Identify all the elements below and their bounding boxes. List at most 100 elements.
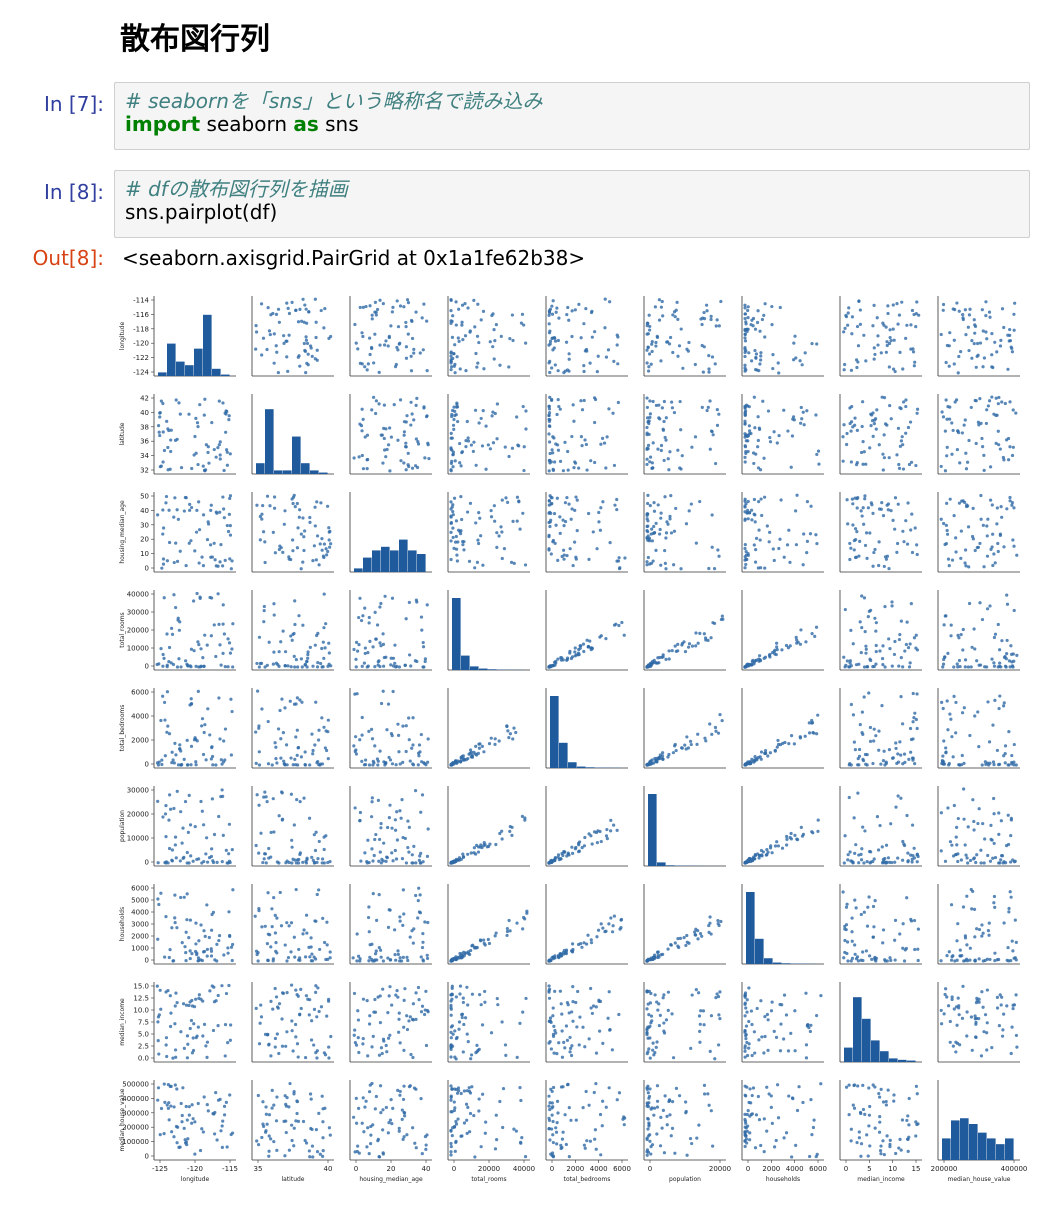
scatter-point — [968, 946, 972, 950]
scatter-point — [853, 952, 857, 956]
scatter-point — [848, 421, 852, 426]
scatter-point — [183, 799, 188, 804]
scatter-point — [1005, 593, 1009, 597]
scatter-point — [283, 943, 287, 947]
cell-prompt-out-8: Out[8]: — [32, 246, 104, 270]
scatter-point — [648, 1056, 652, 1060]
scatter-point — [855, 955, 860, 959]
scatter-point — [388, 803, 392, 807]
scatter-point — [649, 956, 653, 960]
scatter-point — [586, 933, 590, 937]
scatter-point — [1005, 638, 1009, 643]
scatter-point — [167, 660, 171, 664]
scatter-point — [913, 947, 917, 952]
scatter-point — [255, 952, 259, 957]
scatter-point — [290, 638, 294, 642]
scatter-point — [195, 508, 199, 512]
scatter-point — [888, 403, 892, 408]
scatter-point — [161, 532, 165, 536]
scatter-point — [950, 452, 954, 456]
scatter-point — [1013, 301, 1017, 305]
histogram-bar — [746, 892, 755, 964]
scatter-point — [705, 408, 709, 413]
scatter-point — [694, 644, 698, 648]
scatter-point — [401, 760, 405, 764]
scatter-point — [314, 830, 318, 834]
scatter-point — [196, 425, 200, 429]
scatter-point — [315, 1015, 319, 1019]
code-cell-pairplot[interactable]: # dfの散布図行列を描画 sns.pairplot(df) — [114, 170, 1030, 238]
scatter-point — [451, 423, 456, 427]
scatter-point — [1001, 1028, 1005, 1032]
scatter-point — [975, 853, 979, 857]
scatter-point — [159, 1007, 163, 1011]
scatter-point — [781, 741, 785, 745]
scatter-point — [301, 860, 305, 864]
histogram-bar — [363, 557, 372, 572]
scatter-point — [274, 949, 278, 953]
scatter-point — [844, 315, 849, 319]
scatter-point — [673, 315, 677, 319]
scatter-point — [947, 417, 952, 421]
scatter-point — [317, 888, 321, 892]
scatter-point — [404, 749, 408, 754]
scatter-point — [956, 431, 961, 435]
scatter-point — [547, 469, 551, 473]
scatter-point — [192, 649, 196, 653]
scatter-point — [890, 860, 894, 865]
scatter-point — [981, 365, 985, 369]
scatter-point — [394, 362, 398, 367]
scatter-point — [570, 507, 574, 511]
scatter-point — [990, 657, 994, 661]
scatter-point — [954, 550, 958, 554]
scatter-point — [382, 841, 386, 845]
scatter-point — [296, 1055, 300, 1059]
scatter-point — [522, 915, 526, 920]
scatter-point — [951, 954, 955, 958]
scatter-point — [222, 632, 226, 636]
scatter-point — [872, 346, 876, 350]
scatter-point — [373, 610, 377, 614]
scatter-point — [965, 894, 969, 898]
scatter-point — [858, 620, 862, 624]
scatter-point — [650, 539, 654, 543]
scatter-point — [322, 847, 326, 852]
scatter-point — [1012, 1003, 1017, 1007]
pairplot-cell-households-vs-median_income — [839, 884, 922, 965]
scatter-point — [647, 352, 652, 356]
scatter-point — [555, 1052, 559, 1056]
scatter-point — [984, 421, 989, 426]
scatter-point — [193, 1120, 197, 1124]
scatter-point — [715, 407, 719, 412]
scatter-point — [987, 933, 991, 937]
scatter-point — [478, 516, 482, 520]
scatter-point — [553, 363, 557, 367]
scatter-point — [901, 665, 905, 669]
y-tick-label: 0 — [145, 565, 149, 573]
scatter-point — [459, 759, 463, 763]
scatter-point — [749, 431, 753, 436]
scatter-point — [1005, 1004, 1009, 1008]
scatter-point — [843, 938, 847, 943]
scatter-point — [948, 331, 952, 335]
pairplot-cell-housing_median_age-vs-total_rooms — [447, 492, 530, 573]
scatter-point — [187, 412, 191, 416]
scatter-point — [747, 351, 751, 355]
scatter-point — [860, 710, 864, 714]
scatter-point — [203, 397, 207, 401]
scatter-point — [294, 988, 298, 992]
scatter-point — [844, 905, 849, 909]
scatter-point — [871, 935, 875, 939]
scatter-point — [481, 309, 486, 313]
scatter-point — [372, 361, 376, 365]
scatter-point — [388, 985, 392, 989]
code-cell-import[interactable]: # seabornを「sns」という略称名で読み込み import seabor… — [114, 82, 1030, 150]
scatter-point — [172, 1135, 176, 1139]
scatter-point — [320, 716, 324, 720]
scatter-point — [452, 364, 456, 368]
scatter-point — [421, 940, 425, 944]
y-tick-label: 0 — [145, 663, 149, 671]
scatter-point — [858, 722, 862, 727]
scatter-point — [609, 829, 613, 833]
scatter-point — [788, 835, 792, 840]
